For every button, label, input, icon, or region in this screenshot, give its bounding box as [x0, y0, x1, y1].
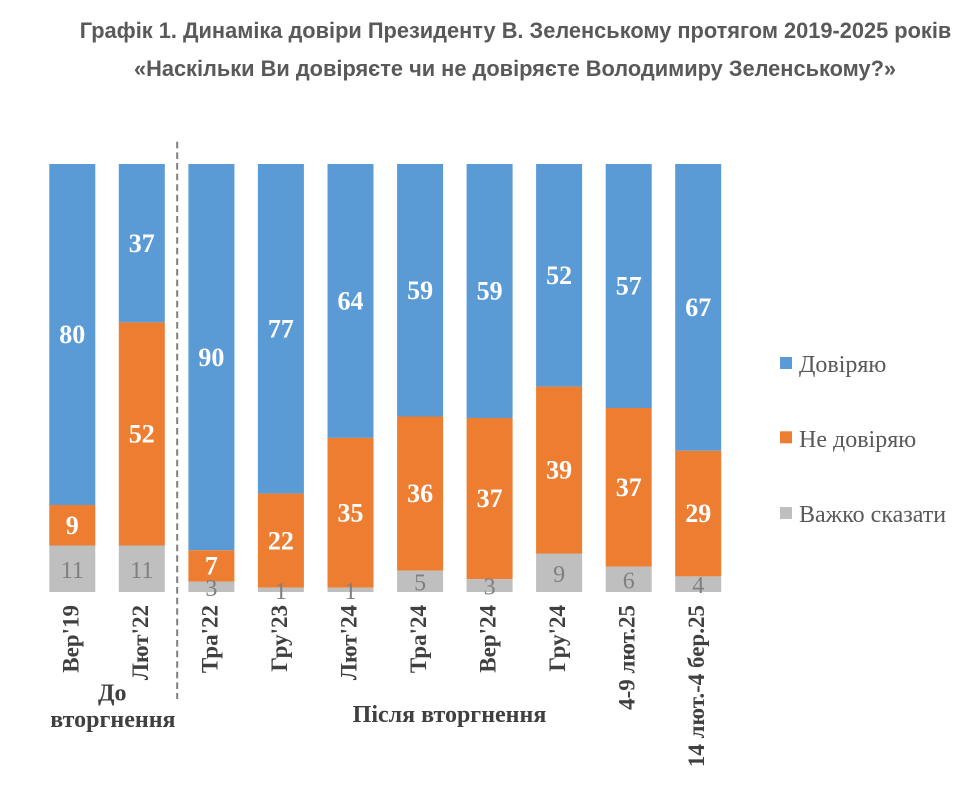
- svg-text:1: 1: [345, 579, 357, 605]
- svg-text:Лют'24: Лют'24: [337, 605, 362, 681]
- svg-text:52: 52: [546, 261, 572, 290]
- svg-text:35: 35: [338, 498, 364, 527]
- svg-text:67: 67: [685, 293, 711, 322]
- svg-text:52: 52: [129, 420, 155, 449]
- svg-text:Вер'19: Вер'19: [58, 605, 83, 673]
- svg-text:Тра'24: Тра'24: [406, 605, 431, 674]
- svg-text:80: 80: [59, 320, 85, 349]
- svg-text:1: 1: [275, 579, 287, 605]
- svg-text:37: 37: [616, 473, 642, 502]
- svg-text:Графік 1. Динаміка довіри През: Графік 1. Динаміка довіри Президенту В. …: [80, 18, 952, 43]
- svg-text:Лют'22: Лют'22: [128, 605, 153, 680]
- svg-text:57: 57: [616, 272, 642, 301]
- svg-text:3: 3: [484, 575, 496, 601]
- svg-text:11: 11: [61, 558, 84, 584]
- svg-text:Довіряю: Довіряю: [799, 352, 886, 378]
- svg-text:9: 9: [66, 511, 79, 540]
- svg-text:Гру'23: Гру'23: [267, 605, 292, 672]
- svg-text:14 лют.-4 бер.25: 14 лют.-4 бер.25: [684, 605, 709, 767]
- svg-text:Вер'24: Вер'24: [476, 605, 501, 673]
- svg-text:4: 4: [692, 573, 704, 599]
- svg-text:64: 64: [338, 287, 364, 316]
- svg-text:22: 22: [268, 526, 294, 555]
- svg-text:6: 6: [623, 568, 635, 594]
- svg-text:37: 37: [477, 484, 503, 513]
- svg-text:5: 5: [414, 570, 426, 596]
- svg-text:39: 39: [546, 456, 572, 485]
- svg-text:Важко сказати: Важко сказати: [799, 502, 946, 528]
- svg-text:59: 59: [477, 277, 503, 306]
- svg-text:До: До: [98, 681, 127, 707]
- svg-text:Після вторгнення: Після вторгнення: [353, 702, 547, 728]
- svg-text:7: 7: [205, 552, 218, 581]
- svg-text:90: 90: [198, 343, 224, 372]
- svg-text:Тра'22: Тра'22: [197, 605, 222, 673]
- svg-text:59: 59: [407, 276, 433, 305]
- svg-text:37: 37: [129, 229, 155, 258]
- svg-text:«Наскільки Ви довіряєте чи не: «Наскільки Ви довіряєте чи не довіряєте …: [134, 56, 896, 81]
- svg-text:29: 29: [685, 499, 711, 528]
- svg-text:4-9 лют.25: 4-9 лют.25: [615, 605, 640, 710]
- svg-text:вторгнення: вторгнення: [50, 707, 175, 733]
- svg-text:11: 11: [130, 558, 153, 584]
- svg-text:9: 9: [553, 562, 565, 588]
- svg-text:Не довіряю: Не довіряю: [799, 427, 916, 453]
- svg-text:3: 3: [205, 576, 217, 602]
- svg-text:77: 77: [268, 314, 294, 343]
- svg-text:36: 36: [407, 479, 433, 508]
- svg-text:Гру'24: Гру'24: [545, 605, 570, 672]
